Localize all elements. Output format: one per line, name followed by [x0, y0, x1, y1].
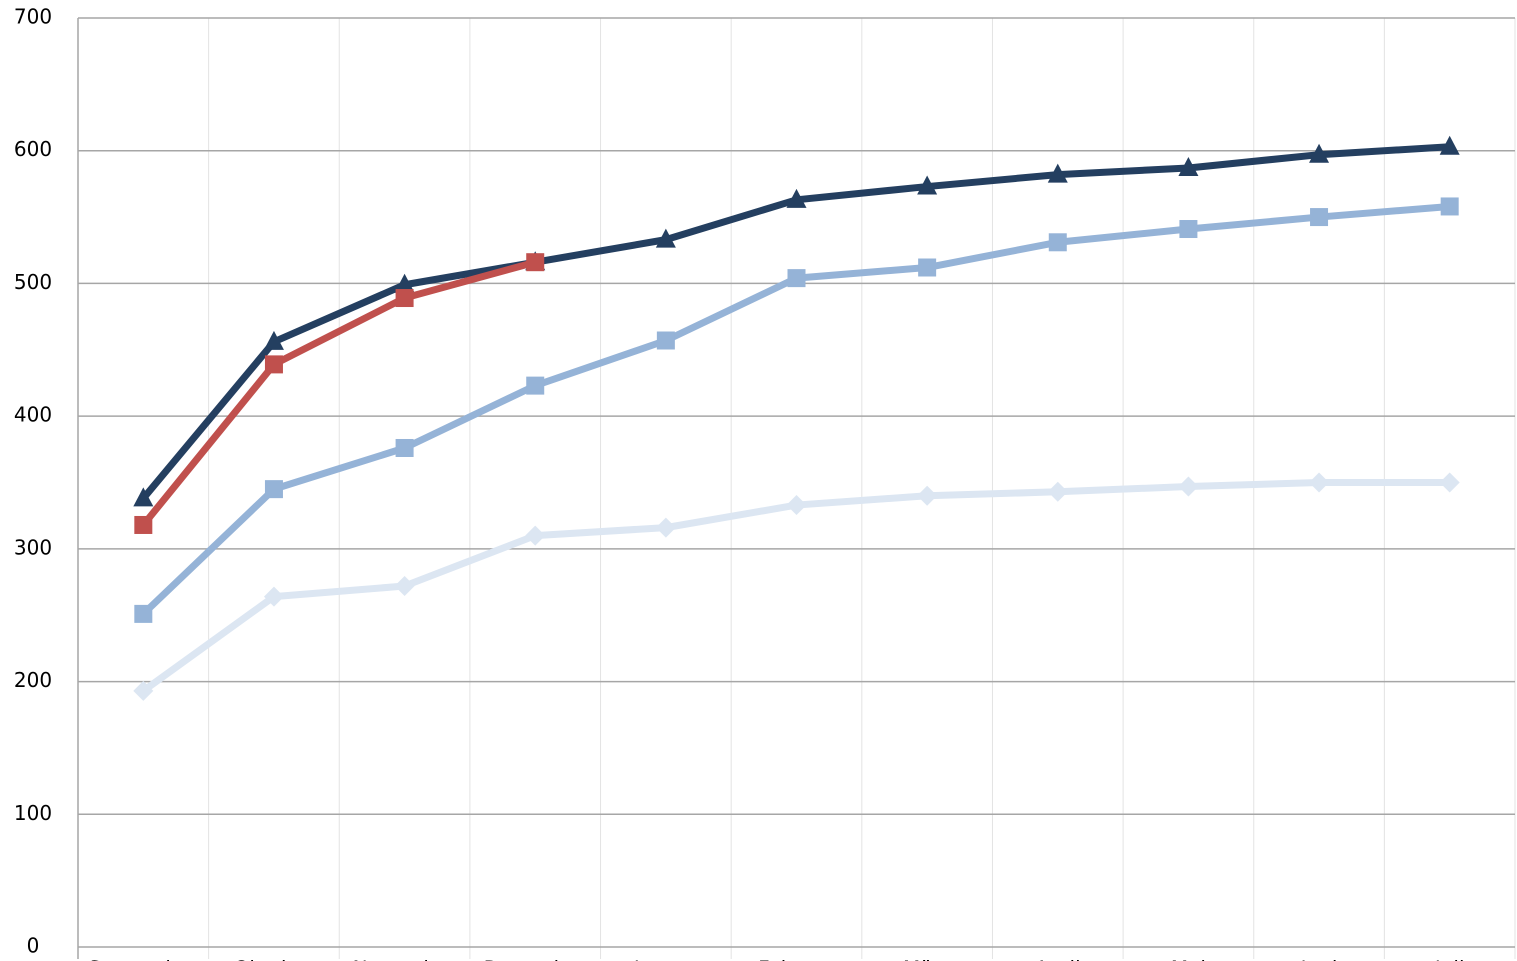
x-tick-label: September	[88, 957, 199, 961]
series-line	[140, 258, 537, 528]
x-tick-label: Juli	[1433, 957, 1465, 961]
marker	[917, 485, 938, 506]
marker	[263, 586, 284, 607]
marker	[264, 480, 283, 499]
y-tick-label: 0	[27, 934, 40, 958]
x-tick-label: Juni	[1299, 957, 1338, 961]
x-tick-label: März	[903, 957, 951, 961]
y-tick-label: 500	[14, 270, 52, 294]
marker	[786, 495, 807, 516]
x-tick-label: Februar	[758, 957, 836, 961]
marker	[134, 604, 153, 623]
marker	[918, 258, 937, 277]
marker	[525, 525, 546, 546]
marker	[786, 188, 807, 208]
y-tick-label: 700	[14, 5, 52, 29]
marker	[656, 331, 675, 350]
marker	[394, 576, 415, 597]
marker	[1309, 472, 1330, 493]
marker	[1048, 233, 1067, 252]
y-tick-label: 300	[14, 535, 52, 559]
marker	[133, 487, 154, 507]
marker	[917, 175, 938, 195]
x-tick-label: November	[353, 957, 458, 961]
marker	[395, 438, 414, 457]
y-tick-label: 400	[14, 403, 52, 427]
y-tick-label: 200	[14, 668, 52, 692]
marker	[1179, 220, 1198, 239]
x-tick-label: Oktober	[234, 957, 315, 961]
marker	[394, 273, 415, 293]
marker	[1310, 208, 1329, 227]
x-tick-label: Dezember	[484, 957, 588, 961]
marker	[526, 253, 545, 272]
marker	[787, 269, 806, 288]
marker	[264, 355, 283, 374]
marker	[1178, 476, 1199, 497]
y-tick-label: 100	[14, 801, 52, 825]
marker	[1440, 197, 1459, 216]
marker	[1309, 143, 1330, 163]
marker	[1178, 156, 1199, 176]
x-tick-label: Mai	[1171, 957, 1206, 961]
marker	[655, 228, 676, 248]
marker	[1047, 163, 1068, 183]
marker	[1047, 481, 1068, 502]
x-tick-label: April	[1035, 957, 1081, 961]
marker	[1439, 472, 1460, 493]
marker	[263, 330, 284, 350]
y-tick-label: 600	[14, 137, 52, 161]
marker	[133, 680, 154, 701]
marker	[1439, 135, 1460, 155]
marker	[655, 517, 676, 538]
x-tick-label: Januar	[632, 957, 699, 961]
marker	[134, 515, 153, 534]
marker	[526, 376, 545, 395]
marker	[395, 289, 414, 308]
